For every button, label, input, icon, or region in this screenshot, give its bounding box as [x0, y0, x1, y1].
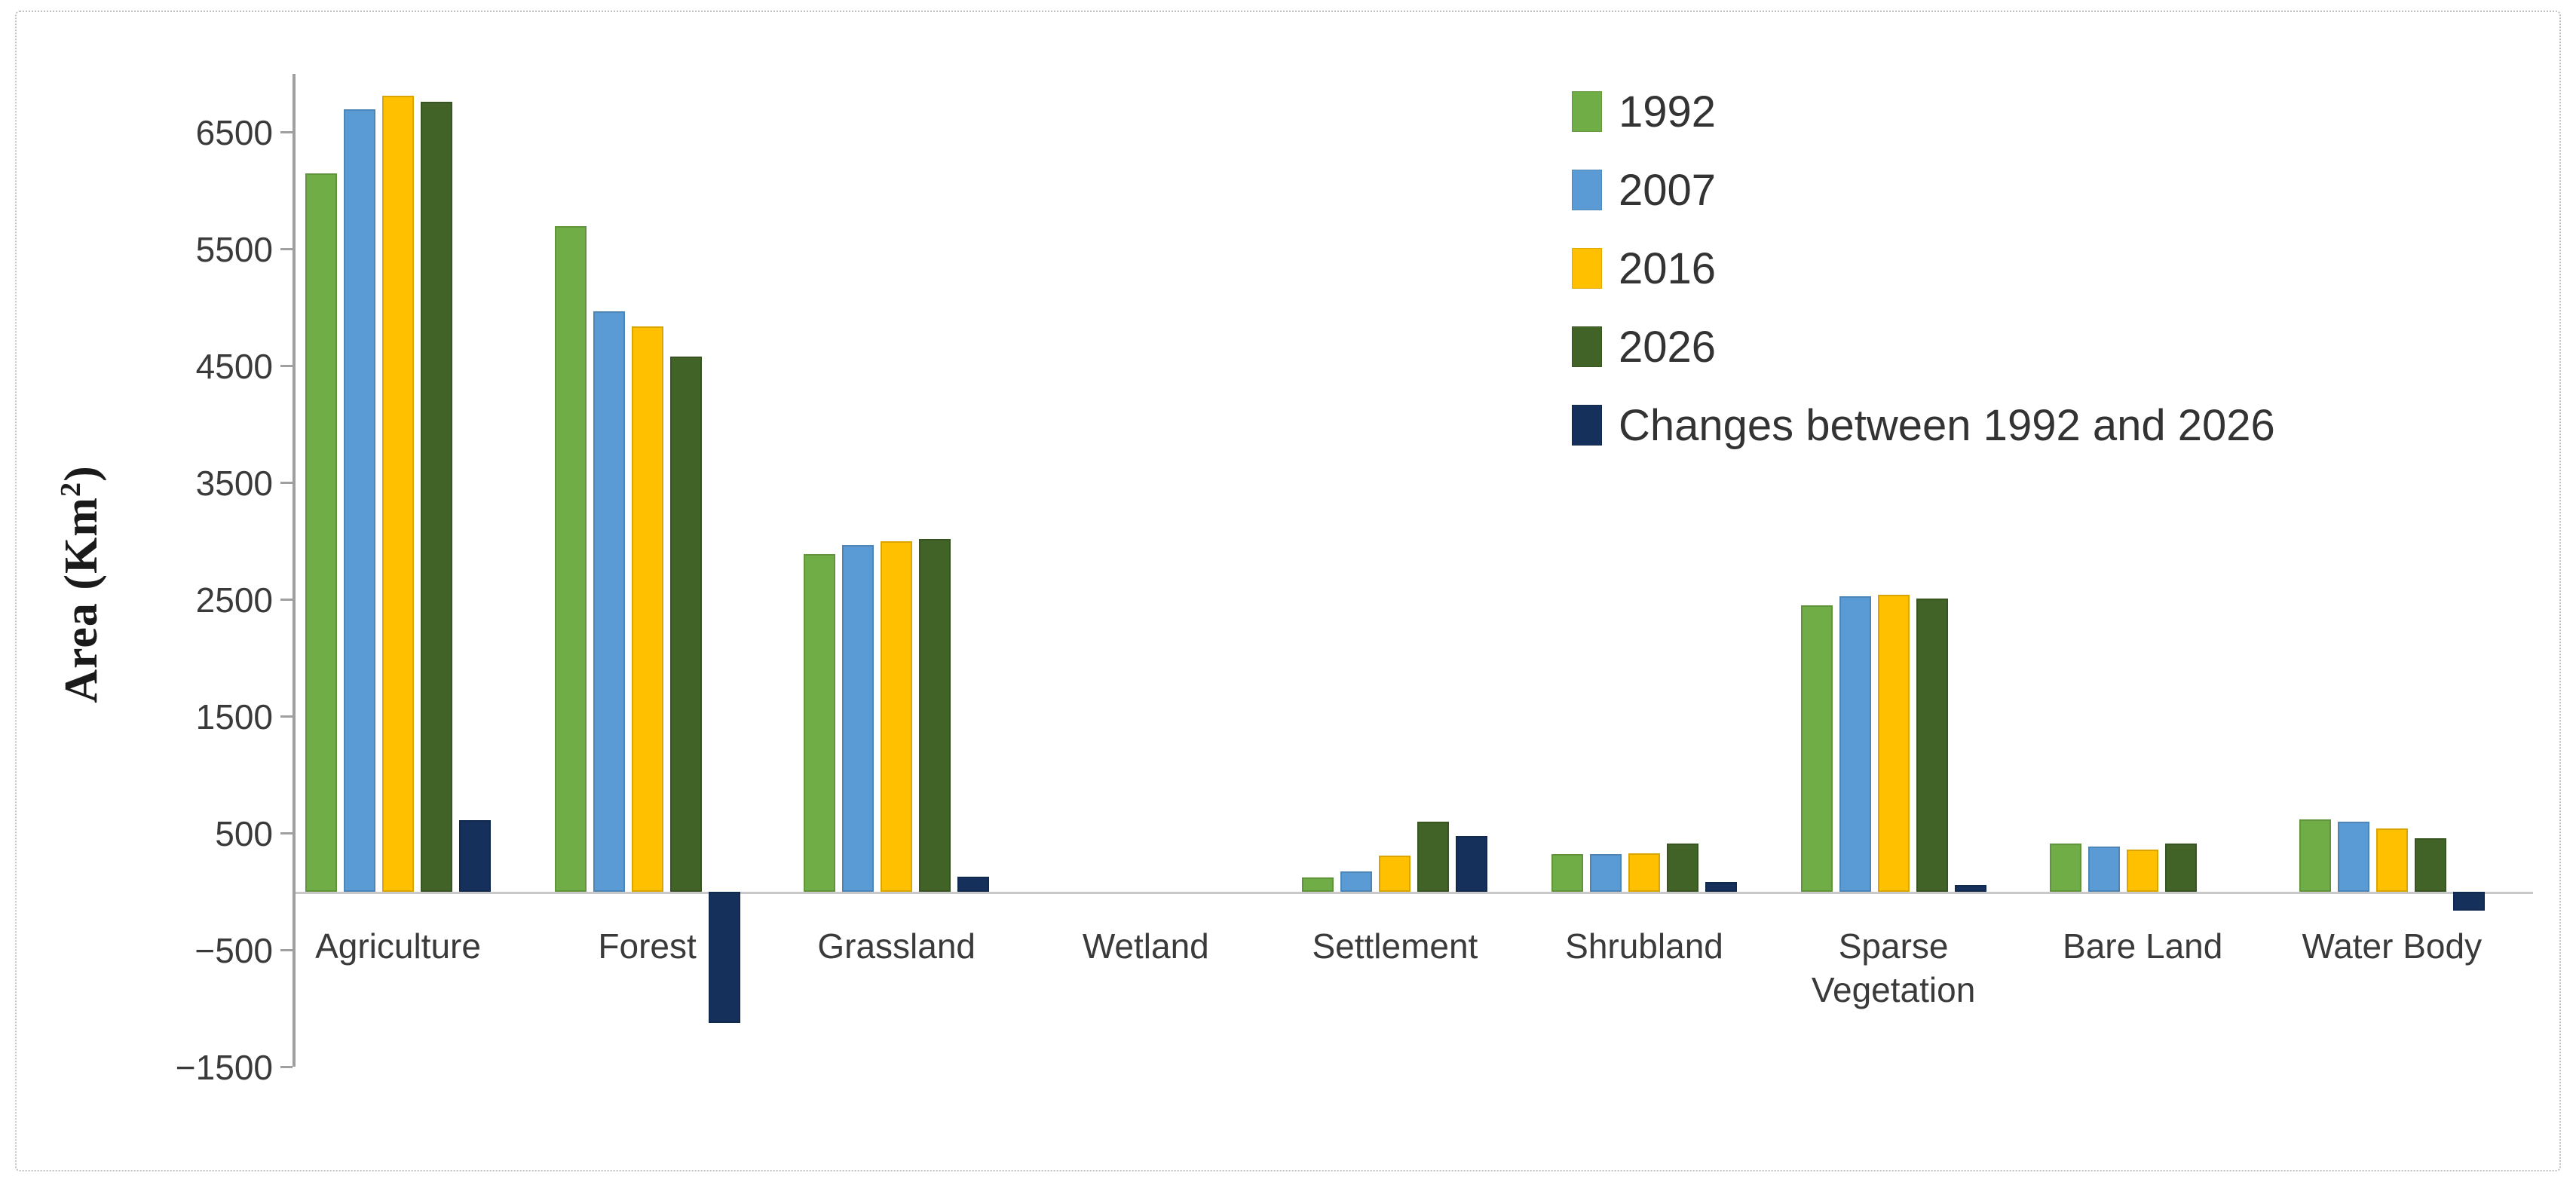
bar-2007-bare-land — [2088, 847, 2121, 892]
legend-item: 1992 — [1572, 72, 2275, 151]
bar-1992-water-body — [2299, 819, 2331, 892]
y-axis-tick-label: 1500 — [195, 697, 273, 736]
bar-2007-shrubland — [1590, 853, 1622, 892]
bar-2026-shrubland — [1667, 844, 1698, 892]
bar-2007-water-body — [2337, 822, 2369, 892]
bar-changes-between-1992-and-2026-sparse-vegetation — [1954, 884, 1986, 892]
y-axis-tick — [280, 715, 293, 718]
legend-swatch-1992 — [1572, 91, 1602, 132]
bar-2016-forest — [631, 326, 663, 892]
x-axis-category-label: Bare Land — [2063, 926, 2223, 966]
bar-changes-between-1992-and-2026-settlement — [1456, 835, 1488, 892]
x-axis-category-label: Shrubland — [1565, 926, 1723, 966]
y-axis-tick-label: 5500 — [195, 229, 273, 269]
y-axis-title-suffix: ) — [55, 465, 107, 482]
legend-swatch-2007 — [1572, 170, 1602, 210]
bar-2026-settlement — [1417, 822, 1450, 892]
x-axis-category-label: Grassland — [817, 926, 976, 966]
x-axis-category-label: Settlement — [1312, 926, 1478, 966]
bar-2026-grassland — [919, 538, 951, 892]
y-axis-title-text: Area (Km — [55, 497, 107, 703]
bar-2016-shrubland — [1628, 853, 1660, 892]
bar-changes-between-1992-and-2026-forest — [708, 892, 740, 1023]
y-axis-line — [293, 74, 296, 1067]
y-axis-tick-label: 500 — [215, 813, 273, 853]
y-axis-tick — [280, 131, 293, 133]
bar-1992-bare-land — [2050, 844, 2082, 892]
x-axis-category-label: Wetland — [1082, 926, 1209, 966]
bar-2026-forest — [669, 357, 702, 892]
y-axis-tick — [280, 248, 293, 250]
bar-changes-between-1992-and-2026-shrubland — [1705, 881, 1737, 892]
x-axis-category-label: Sparse Vegetation — [1811, 926, 1976, 1009]
x-axis-line — [296, 892, 2533, 894]
bar-2016-sparse-vegetation — [1877, 595, 1910, 892]
y-axis-tick — [280, 482, 293, 484]
bar-1992-grassland — [804, 554, 836, 892]
y-axis-tick — [280, 949, 293, 951]
y-axis-tick — [280, 599, 293, 601]
y-axis-title-superscript: 2 — [55, 481, 87, 498]
x-axis-category-label: Water Body — [2302, 926, 2483, 966]
y-axis-tick-label: −1500 — [175, 1047, 273, 1087]
y-axis-tick-label: 2500 — [195, 580, 273, 620]
bar-2026-agriculture — [421, 102, 452, 892]
bar-2016-water-body — [2375, 828, 2408, 892]
bar-2016-agriculture — [382, 96, 414, 892]
y-axis-title: Area (Km2) — [54, 465, 109, 703]
legend-label: 2026 — [1619, 322, 1717, 372]
bar-2007-agriculture — [344, 109, 375, 892]
bar-2016-grassland — [881, 541, 913, 892]
legend-item: 2007 — [1572, 151, 2275, 229]
bar-2026-sparse-vegetation — [1916, 598, 1948, 892]
legend-label: 2007 — [1619, 165, 1717, 215]
legend-swatch-changes-between-1992-and-2026 — [1572, 405, 1602, 446]
bar-1992-forest — [554, 225, 587, 892]
bar-2007-grassland — [842, 544, 874, 892]
bar-2016-bare-land — [2127, 850, 2159, 892]
y-axis-tick — [280, 1066, 293, 1068]
y-axis-tick-label: −500 — [195, 930, 273, 970]
bar-1992-shrubland — [1551, 853, 1583, 892]
bar-2007-forest — [593, 311, 625, 892]
x-axis-category-label: Forest — [598, 926, 697, 966]
bar-1992-settlement — [1302, 877, 1334, 892]
bar-2026-bare-land — [2165, 843, 2198, 892]
bar-2007-sparse-vegetation — [1839, 596, 1871, 892]
legend-item: Changes between 1992 and 2026 — [1572, 386, 2275, 464]
bar-changes-between-1992-and-2026-agriculture — [459, 820, 491, 892]
y-axis-tick — [280, 365, 293, 367]
legend-label: Changes between 1992 and 2026 — [1619, 400, 2275, 450]
y-axis-tick-label: 6500 — [195, 112, 273, 152]
y-axis-tick-label: 3500 — [195, 463, 273, 503]
legend-item: 2016 — [1572, 229, 2275, 308]
y-axis-tick-label: 4500 — [195, 346, 273, 386]
legend-swatch-2026 — [1572, 326, 1602, 367]
legend: 1992 2007 2016 2026 Changes between 1992 and… — [1572, 72, 2275, 464]
bar-2026-water-body — [2414, 838, 2446, 892]
bar-changes-between-1992-and-2026-water-body — [2452, 892, 2485, 911]
bar-2016-settlement — [1379, 855, 1411, 892]
legend-swatch-2016 — [1572, 248, 1602, 289]
y-axis-tick — [280, 832, 293, 834]
x-axis-category-label: Agriculture — [315, 926, 481, 966]
legend-label: 2016 — [1619, 243, 1717, 293]
legend-label: 1992 — [1619, 87, 1717, 136]
legend-item: 2026 — [1572, 308, 2275, 386]
bar-2007-settlement — [1340, 871, 1373, 892]
bar-1992-sparse-vegetation — [1800, 605, 1833, 892]
bar-1992-agriculture — [305, 173, 337, 892]
bar-changes-between-1992-and-2026-grassland — [957, 876, 990, 892]
